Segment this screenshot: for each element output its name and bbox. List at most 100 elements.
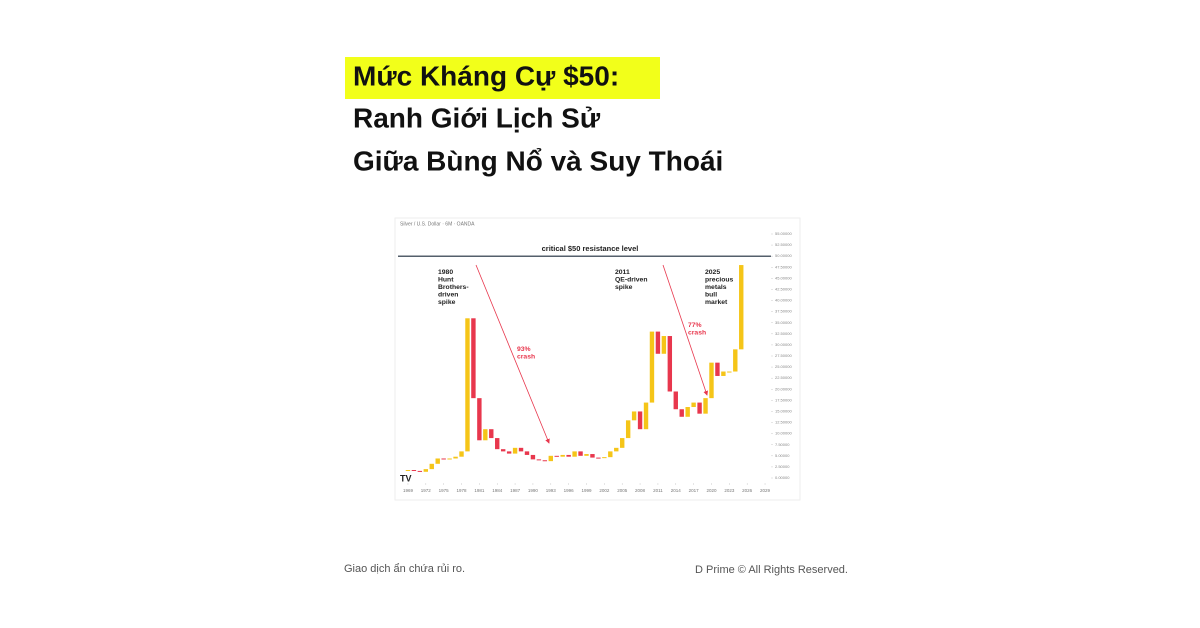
annotation: 2011	[615, 269, 630, 276]
candle	[477, 398, 482, 441]
candle	[608, 451, 613, 458]
candle	[536, 459, 542, 461]
y-tick-label: 10.00000	[775, 431, 792, 436]
candle	[405, 470, 411, 472]
title-line: Giữa Bùng Nổ và Suy Thoái	[353, 145, 723, 176]
candle	[423, 469, 429, 472]
chart-subtitle: Silver / U.S. Dollar · 6M · OANDA	[400, 221, 475, 227]
annotation: 1980	[438, 269, 453, 276]
y-tick-label: 12.50000	[775, 420, 792, 425]
candle	[411, 470, 417, 472]
candle	[590, 454, 595, 458]
y-tick-label: 0.00000	[775, 475, 790, 480]
candle	[602, 457, 607, 459]
candle	[739, 265, 744, 350]
candle	[620, 438, 625, 448]
candle	[697, 402, 702, 414]
candle	[667, 336, 673, 392]
x-tick-label: 2011	[653, 488, 663, 493]
x-tick-label: 1969	[403, 488, 414, 493]
x-tick-label: 2029	[760, 488, 771, 493]
annotation: Hunt	[438, 276, 454, 283]
annotation: 93%	[517, 346, 531, 353]
candle	[649, 331, 655, 403]
x-tick-label: 2017	[689, 488, 700, 493]
y-tick-label: 32.50000	[775, 331, 792, 336]
candle	[417, 470, 423, 472]
candle	[584, 454, 589, 456]
y-tick-label: 22.50000	[775, 375, 792, 380]
x-tick-label: 2002	[599, 488, 610, 493]
candle	[560, 454, 565, 457]
candle	[691, 402, 696, 408]
candle	[572, 451, 577, 457]
plot: 0.00000 2.50000 5.00000 7.50000 10.00000 12.5…	[398, 231, 792, 493]
annotation: 2025	[705, 269, 720, 276]
arrow	[662, 264, 708, 396]
candle	[733, 349, 738, 372]
y-tick-label: 25.00000	[775, 364, 792, 369]
candle	[441, 458, 446, 460]
y-tick-label: 35.00000	[775, 320, 792, 325]
y-tick-label: 40.00000	[775, 298, 792, 303]
annotation: 77%	[688, 322, 702, 329]
y-tick-label: 2.50000	[775, 464, 790, 469]
annotation: driven	[438, 291, 458, 298]
x-tick-label: 2026	[742, 488, 753, 493]
candle	[530, 454, 536, 460]
y-tick-label: 55.00000	[775, 231, 792, 236]
x-tick-label: 1975	[439, 488, 450, 493]
candle	[483, 429, 488, 441]
y-tick-label: 50.00000	[775, 253, 792, 258]
candle	[703, 398, 708, 414]
arrow	[475, 264, 550, 444]
annotation: crash	[517, 353, 535, 360]
x-tick-label: 1987	[510, 488, 521, 493]
x-tick-label: 1978	[457, 488, 468, 493]
candle	[500, 449, 506, 452]
x-tick-label: 2023	[724, 488, 735, 493]
y-tick-label: 27.50000	[775, 353, 792, 358]
y-tick-label: 42.50000	[775, 287, 792, 292]
logo: TV	[400, 473, 412, 483]
candle	[465, 318, 470, 452]
candle	[709, 362, 714, 399]
candle	[495, 438, 500, 450]
x-tick-label: 2020	[706, 488, 717, 493]
candle	[679, 409, 684, 417]
title-highlight	[345, 57, 660, 99]
title-line: Ranh Giới Lịch Sử	[353, 102, 601, 133]
title-line: Mức Kháng Cự $50:	[353, 60, 619, 91]
candle	[625, 420, 631, 439]
annotation: spike	[438, 299, 456, 306]
candle	[512, 447, 518, 454]
y-tick-label: 7.50000	[775, 442, 790, 447]
candle	[715, 362, 720, 376]
candle	[542, 460, 548, 462]
candle	[637, 411, 643, 430]
x-tick-label: 1996	[564, 488, 575, 493]
candle	[548, 455, 553, 462]
candle	[459, 451, 464, 457]
x-tick-label: 1990	[528, 488, 539, 493]
annotation: Brothers-	[438, 284, 469, 291]
disclaimer: Giao dịch ẩn chứa rủi ro.	[344, 563, 465, 575]
candle	[655, 331, 661, 354]
y-tick-label: 37.50000	[775, 309, 792, 314]
candle	[429, 463, 434, 470]
annotation: bull	[705, 291, 717, 298]
x-tick-label: 2014	[671, 488, 682, 493]
candle	[661, 336, 667, 354]
y-tick-label: 5.00000	[775, 453, 790, 458]
candle	[721, 371, 726, 376]
annotation: QE-driven	[615, 276, 647, 283]
annotation: crash	[688, 329, 706, 336]
x-tick-label: 2008	[635, 488, 646, 493]
candle	[596, 457, 601, 459]
candle	[614, 447, 619, 452]
copyright: D Prime © All Rights Reserved.	[695, 564, 848, 576]
candle	[578, 451, 583, 456]
candle	[643, 402, 649, 430]
candle	[524, 451, 530, 455]
